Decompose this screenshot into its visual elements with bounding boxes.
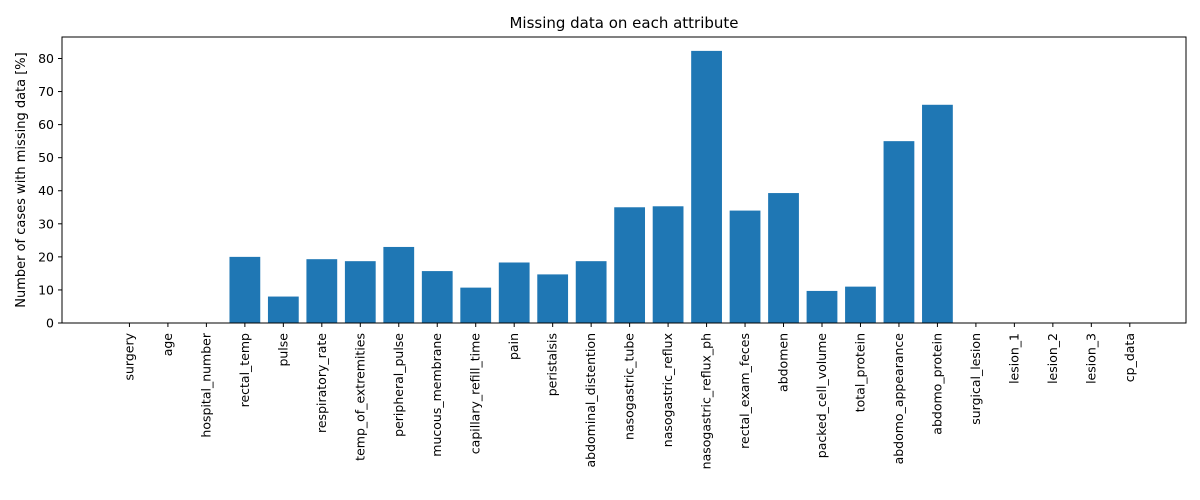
x-tick-label: peristalsis bbox=[545, 333, 560, 396]
x-tick-label: nasogastric_reflux bbox=[660, 333, 675, 447]
y-tick-label: 0 bbox=[46, 316, 54, 331]
bar-capillary_refill_time bbox=[460, 287, 492, 323]
x-tick-label: total_protein bbox=[852, 333, 867, 412]
bar-nasogastric_tube bbox=[614, 207, 646, 323]
x-tick-label: abdomo_protein bbox=[929, 333, 944, 435]
bar-peripheral_pulse bbox=[383, 246, 415, 323]
bar-total_protein bbox=[845, 286, 876, 323]
y-tick-label: 30 bbox=[38, 216, 54, 231]
y-tick-label: 70 bbox=[38, 84, 54, 99]
bar-rectal_temp bbox=[229, 256, 261, 323]
x-tick-label: pain bbox=[506, 333, 521, 360]
y-tick-label: 60 bbox=[38, 117, 54, 132]
x-tick-label: abdominal_distention bbox=[583, 333, 598, 468]
x-tick-label: peripheral_pulse bbox=[391, 333, 406, 437]
bar-rectal_exam_feces bbox=[729, 210, 761, 323]
y-tick-label: 10 bbox=[38, 282, 54, 297]
x-tick-label: hospital_number bbox=[198, 332, 213, 437]
x-tick-label: nasogastric_reflux_ph bbox=[699, 333, 714, 469]
y-tick-label: 80 bbox=[38, 51, 54, 66]
x-tick-label: cp_data bbox=[1122, 333, 1137, 382]
x-tick-label: nasogastric_tube bbox=[622, 333, 637, 440]
x-tick-label: surgery bbox=[121, 332, 136, 380]
x-tick-label: mucous_membrane bbox=[429, 333, 444, 457]
chart-title: Missing data on each attribute bbox=[509, 14, 738, 32]
x-tick-label: lesion_2 bbox=[1045, 333, 1060, 384]
x-tick-label: temp_of_extremities bbox=[352, 333, 367, 461]
y-axis-ticks: 0 10 20 30 40 50 60 70 80 bbox=[38, 51, 62, 331]
x-tick-label: lesion_1 bbox=[1006, 333, 1021, 384]
x-tick-label: abdomen bbox=[776, 333, 791, 392]
bar-abdomo_protein bbox=[922, 104, 953, 323]
bar-temp_of_extremities bbox=[344, 261, 376, 323]
bar-abdomen bbox=[768, 193, 799, 323]
x-tick-label: rectal_temp bbox=[237, 333, 252, 407]
y-axis-label: Number of cases with missing data [%] bbox=[14, 52, 29, 308]
x-tick-label: surgical_lesion bbox=[968, 333, 983, 425]
bars-group bbox=[229, 50, 953, 323]
x-tick-label: capillary_refill_time bbox=[468, 333, 483, 455]
x-tick-label: age bbox=[160, 333, 175, 357]
x-tick-label: rectal_exam_feces bbox=[737, 333, 752, 449]
x-tick-label: respiratory_rate bbox=[314, 333, 329, 433]
bar-peristalsis bbox=[537, 274, 569, 323]
x-tick-label: lesion_3 bbox=[1083, 333, 1098, 384]
bar-packed_cell_volume bbox=[806, 290, 838, 323]
bar-pain bbox=[498, 262, 530, 323]
bar-nasogastric_reflux bbox=[652, 206, 684, 323]
bar-nasogastric_reflux_ph bbox=[691, 50, 722, 323]
x-tick-label: abdomo_appearance bbox=[891, 333, 906, 465]
x-axis-ticks: surgery age hospital_number rectal_temp puls… bbox=[121, 323, 1137, 469]
bar-pulse bbox=[267, 296, 299, 323]
bar-mucous_membrane bbox=[421, 271, 453, 323]
x-tick-label: pulse bbox=[275, 333, 290, 367]
x-tick-label: packed_cell_volume bbox=[814, 333, 829, 459]
bar-respiratory_rate bbox=[306, 259, 338, 323]
bar-abdomo_appearance bbox=[883, 141, 915, 323]
y-tick-label: 40 bbox=[38, 183, 54, 198]
plot-frame bbox=[61, 36, 1187, 324]
y-tick-label: 50 bbox=[38, 150, 54, 165]
bar-abdominal_distention bbox=[575, 261, 607, 323]
y-tick-label: 20 bbox=[38, 249, 54, 264]
